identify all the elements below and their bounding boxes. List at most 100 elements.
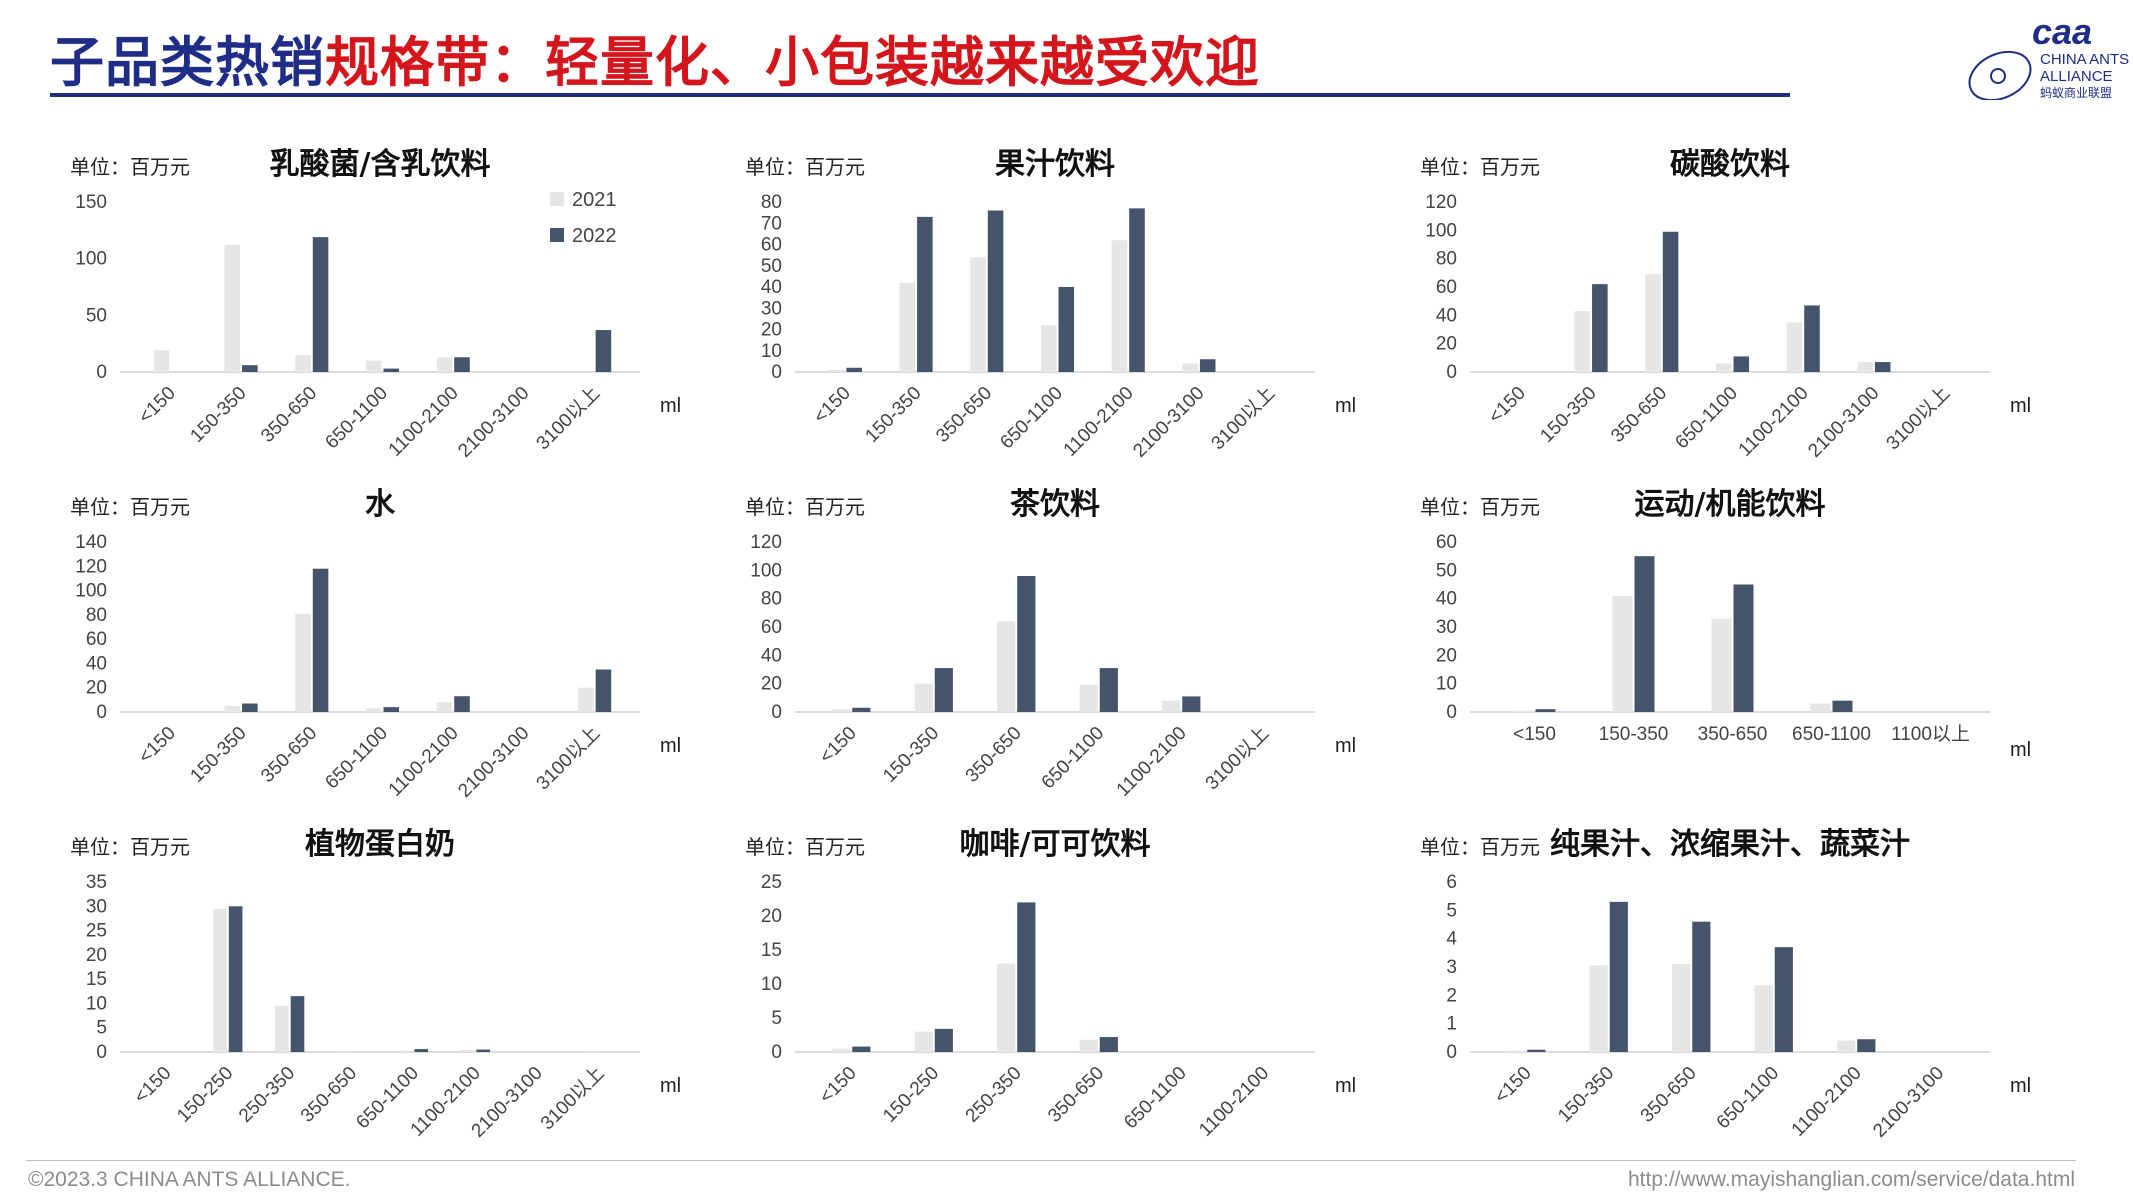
x-tick-label: <150 <box>810 383 855 428</box>
unit-label: 单位：百万元 <box>1420 835 1540 859</box>
y-tick-label: 70 <box>761 213 782 234</box>
bar-2022 <box>917 216 933 372</box>
y-tick-label: 20 <box>1436 334 1457 355</box>
y-tick-label: 80 <box>1436 249 1457 270</box>
unit-label: 单位：百万元 <box>70 155 190 179</box>
y-tick-label: 5 <box>771 1008 782 1029</box>
bar-2021 <box>1612 595 1633 712</box>
bar-2022 <box>1857 1039 1876 1052</box>
x-tick-label: 3100以上 <box>532 722 604 794</box>
x-tick-label: 350-650 <box>932 383 996 447</box>
x-tick-label: 2100-3100 <box>454 383 533 460</box>
x-tick-label: 350-650 <box>1607 383 1671 447</box>
y-tick-label: 140 <box>75 532 107 553</box>
x-tick-label: 1100-2100 <box>385 383 463 460</box>
y-tick-label: 100 <box>750 560 782 581</box>
bar-2021 <box>1574 311 1591 372</box>
y-tick-label: 15 <box>86 969 107 990</box>
x-tick-label: 1100-2100 <box>1195 1063 1273 1141</box>
y-tick-label: 100 <box>75 249 107 270</box>
chart-panel-2: 单位：百万元 碳酸饮料 0 20 40 60 80 100 120 <150 150-350 350-… <box>1420 147 2031 460</box>
brand-logo: caa CHINA ANTS ALLIANCE 蚂蚁商业联盟 <box>1968 14 2129 100</box>
y-tick-label: 20 <box>761 320 782 341</box>
x-tick-label: 1100-2100 <box>1113 723 1191 800</box>
y-tick-label: 1 <box>1446 1014 1457 1035</box>
bar-2022 <box>454 357 470 372</box>
chart-title: 茶饮料 <box>1010 487 1100 522</box>
bar-2021 <box>914 1031 933 1052</box>
title-part-red: 规格带：轻量化、小包装越来越受欢迎 <box>325 31 1260 94</box>
x-tick-label: 1100-2100 <box>385 723 463 800</box>
footer-copyright: ©2023.3 CHINA ANTS ALLIANCE. <box>28 1168 351 1191</box>
x-tick-label: 2100-3100 <box>454 723 533 800</box>
y-tick-label: 0 <box>96 362 107 383</box>
x-unit-label: ml <box>2010 1075 2031 1097</box>
bar-2022 <box>1804 305 1820 372</box>
bar-2021 <box>1837 1040 1856 1052</box>
x-unit-label: ml <box>660 735 681 757</box>
unit-label: 单位：百万元 <box>70 835 190 859</box>
y-tick-label: 6 <box>1446 872 1457 893</box>
y-tick-label: 30 <box>761 298 782 319</box>
bar-2021 <box>1715 363 1732 372</box>
bar-2021 <box>832 1048 851 1052</box>
y-tick-label: 80 <box>86 605 107 626</box>
bar-2022 <box>312 568 329 712</box>
chart-panel-6: 单位：百万元 植物蛋白奶 0 5 10 15 20 25 30 35 <150150-250250-… <box>70 827 681 1142</box>
bar-2022 <box>1129 208 1145 372</box>
x-tick-label: <150 <box>1513 724 1556 745</box>
bar-2022 <box>1527 1049 1546 1052</box>
x-tick-label: 650-1100 <box>321 383 392 454</box>
x-tick-label: 1100以上 <box>1891 723 1970 745</box>
bar-2021 <box>828 369 845 372</box>
bar-2021 <box>336 1051 351 1052</box>
chart-title: 果汁饮料 <box>995 147 1115 182</box>
bar-2021 <box>365 360 382 372</box>
y-tick-label: 0 <box>771 702 782 723</box>
x-unit-label: ml <box>1335 735 1356 757</box>
bar-2021 <box>1645 274 1661 372</box>
x-tick-label: 3100以上 <box>532 382 604 454</box>
bar-2021 <box>1857 362 1873 372</box>
y-tick-label: 0 <box>771 362 782 383</box>
logo-line2: ALLIANCE <box>2040 68 2113 85</box>
chart-panel-8: 单位：百万元 纯果汁、浓缩果汁、蔬菜汁 0 1 2 3 4 5 6 <150 150-350 350-… <box>1420 827 2031 1142</box>
x-tick-label: 2100-3100 <box>1129 383 1208 460</box>
bar-2021 <box>1507 1050 1526 1052</box>
x-tick-label: 1100-2100 <box>1788 1063 1866 1141</box>
x-tick-label: 350-650 <box>1637 1063 1701 1127</box>
bar-2022 <box>1634 556 1655 712</box>
bar-2022 <box>1199 359 1216 372</box>
bar-2022 <box>1692 921 1711 1052</box>
x-tick-label: 650-1100 <box>1671 383 1742 454</box>
x-tick-label: 150-350 <box>1554 1063 1618 1127</box>
bar-2021 <box>436 702 453 712</box>
bar-2021 <box>295 355 311 372</box>
bar-2021 <box>578 687 594 712</box>
bar-2022 <box>1662 231 1679 372</box>
bar-2021 <box>1079 1039 1098 1052</box>
bar-2022 <box>934 668 953 712</box>
y-tick-label: 0 <box>1446 702 1457 723</box>
footer-url[interactable]: http://www.mayishanglian.com/service/dat… <box>1627 1168 2075 1191</box>
bar-2022 <box>242 703 258 712</box>
x-tick-label: 150-350 <box>861 383 925 447</box>
legend-label-2021: 2021 <box>572 189 617 211</box>
x-unit-label: ml <box>1335 1075 1356 1097</box>
unit-label: 单位：百万元 <box>1420 495 1540 519</box>
chart-panel-0: 单位：百万元 乳酸菌/含乳饮料 0 50 100 150 <150 150-350 350-65… <box>70 147 681 460</box>
y-tick-label: 0 <box>771 1042 782 1063</box>
bar-2022 <box>228 906 243 1052</box>
y-tick-label: 60 <box>1436 532 1457 553</box>
x-tick-label: 150-350 <box>1599 724 1669 745</box>
bar-2021 <box>1040 325 1057 372</box>
title-underline <box>50 93 1790 97</box>
y-tick-label: 100 <box>1425 220 1457 241</box>
x-unit-label: ml <box>1335 395 1356 417</box>
x-tick-label: 650-1100 <box>321 723 392 794</box>
bar-2021 <box>899 282 916 372</box>
bar-2021 <box>224 705 241 712</box>
x-tick-label: <150 <box>1491 1063 1536 1108</box>
bar-2021 <box>970 257 986 372</box>
